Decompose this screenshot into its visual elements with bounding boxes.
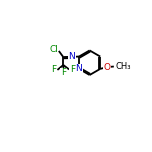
Text: F: F (70, 65, 75, 74)
Text: CH₃: CH₃ (115, 62, 131, 71)
Text: N: N (76, 64, 82, 73)
Text: O: O (104, 63, 111, 72)
Text: N: N (68, 52, 75, 61)
Text: Cl: Cl (49, 45, 58, 54)
Text: F: F (61, 68, 66, 78)
Text: F: F (52, 65, 57, 74)
